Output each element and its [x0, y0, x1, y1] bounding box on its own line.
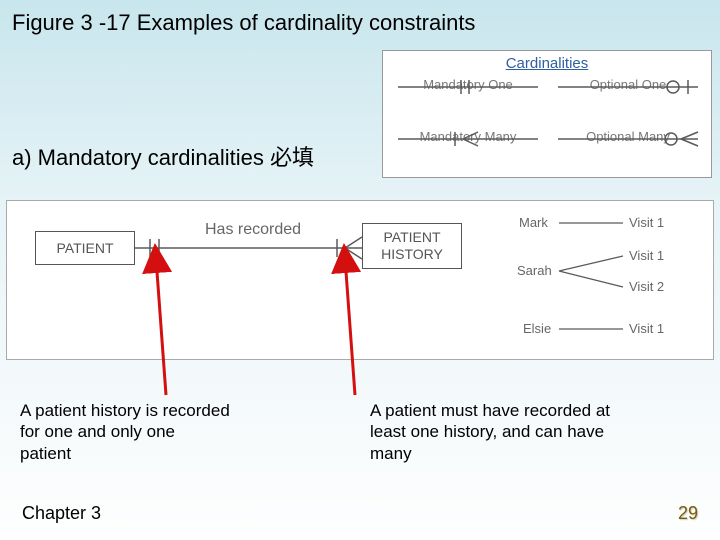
cardinality-legend: Cardinalities Mandatory One Optional One…	[382, 50, 712, 178]
sample-person: Sarah	[517, 263, 552, 278]
mandatory-one-icon	[393, 77, 543, 97]
annotation-right: A patient must have recorded at least on…	[370, 400, 640, 464]
figure-title: Figure 3 -17 Examples of cardinality con…	[12, 10, 475, 36]
optional-many-icon	[553, 129, 703, 149]
sample-visit: Visit 1	[629, 248, 664, 263]
optional-one-icon	[553, 77, 703, 97]
sample-visit: Visit 1	[629, 215, 664, 230]
legend-heading: Cardinalities	[506, 55, 589, 72]
figure-subtitle: a) Mandatory cardinalities 必填	[12, 140, 314, 172]
annotation-left: A patient history is recorded for one an…	[20, 400, 230, 464]
sample-visit: Visit 1	[629, 321, 664, 336]
sample-person: Mark	[519, 215, 548, 230]
chapter-label: Chapter 3	[22, 503, 101, 524]
diagram-lines	[7, 201, 715, 361]
sample-visit: Visit 2	[629, 279, 664, 294]
page-number: 29	[678, 503, 698, 524]
er-diagram: PATIENT Has recorded PATIENT HISTORY Mar…	[6, 200, 714, 360]
sample-person: Elsie	[523, 321, 551, 336]
mandatory-many-icon	[393, 129, 543, 149]
